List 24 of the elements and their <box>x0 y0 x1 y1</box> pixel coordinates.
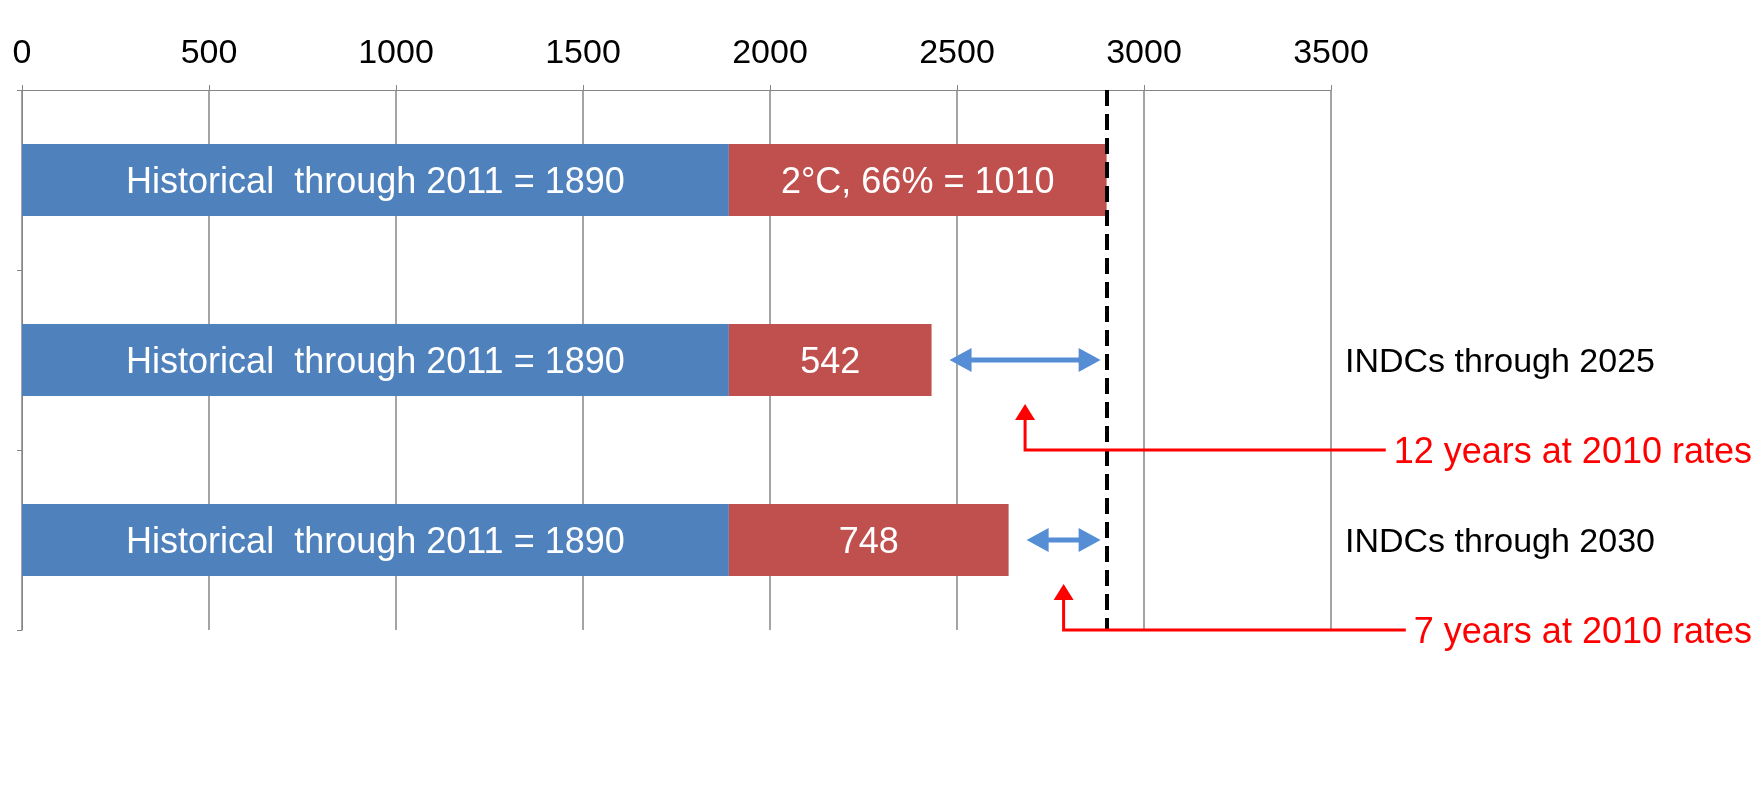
data-label: 748 <box>838 519 899 561</box>
x-tick-label: 0 <box>12 32 32 70</box>
bar <box>22 144 729 216</box>
x-tick-label: 500 <box>180 32 238 70</box>
bar <box>728 324 932 396</box>
x-tick-label: 3000 <box>1106 32 1182 70</box>
data-label: 542 <box>800 339 861 381</box>
x-tick-label: 2000 <box>732 32 808 70</box>
data-label: 2°C, 66% = 1010 <box>780 159 1055 201</box>
x-tick-label: 2500 <box>919 32 995 70</box>
y-tick-label: INDCs through 2030 <box>1345 521 1655 559</box>
x-tick-label: 1000 <box>358 32 434 70</box>
bar <box>728 144 1107 216</box>
x-tick-label: 3500 <box>1293 32 1369 70</box>
data-label: Historical through 2011 = 1890 <box>126 159 625 201</box>
data-label: Historical through 2011 = 1890 <box>126 519 625 561</box>
text: 7 years at 2010 rates <box>1413 609 1752 651</box>
bar <box>728 504 1009 576</box>
bar <box>22 324 729 396</box>
text: 12 years at 2010 rates <box>1393 429 1752 471</box>
bar <box>22 504 729 576</box>
x-tick-label: 1500 <box>545 32 621 70</box>
y-tick-label: INDCs through 2025 <box>1345 341 1655 379</box>
data-label: Historical through 2011 = 1890 <box>126 339 625 381</box>
